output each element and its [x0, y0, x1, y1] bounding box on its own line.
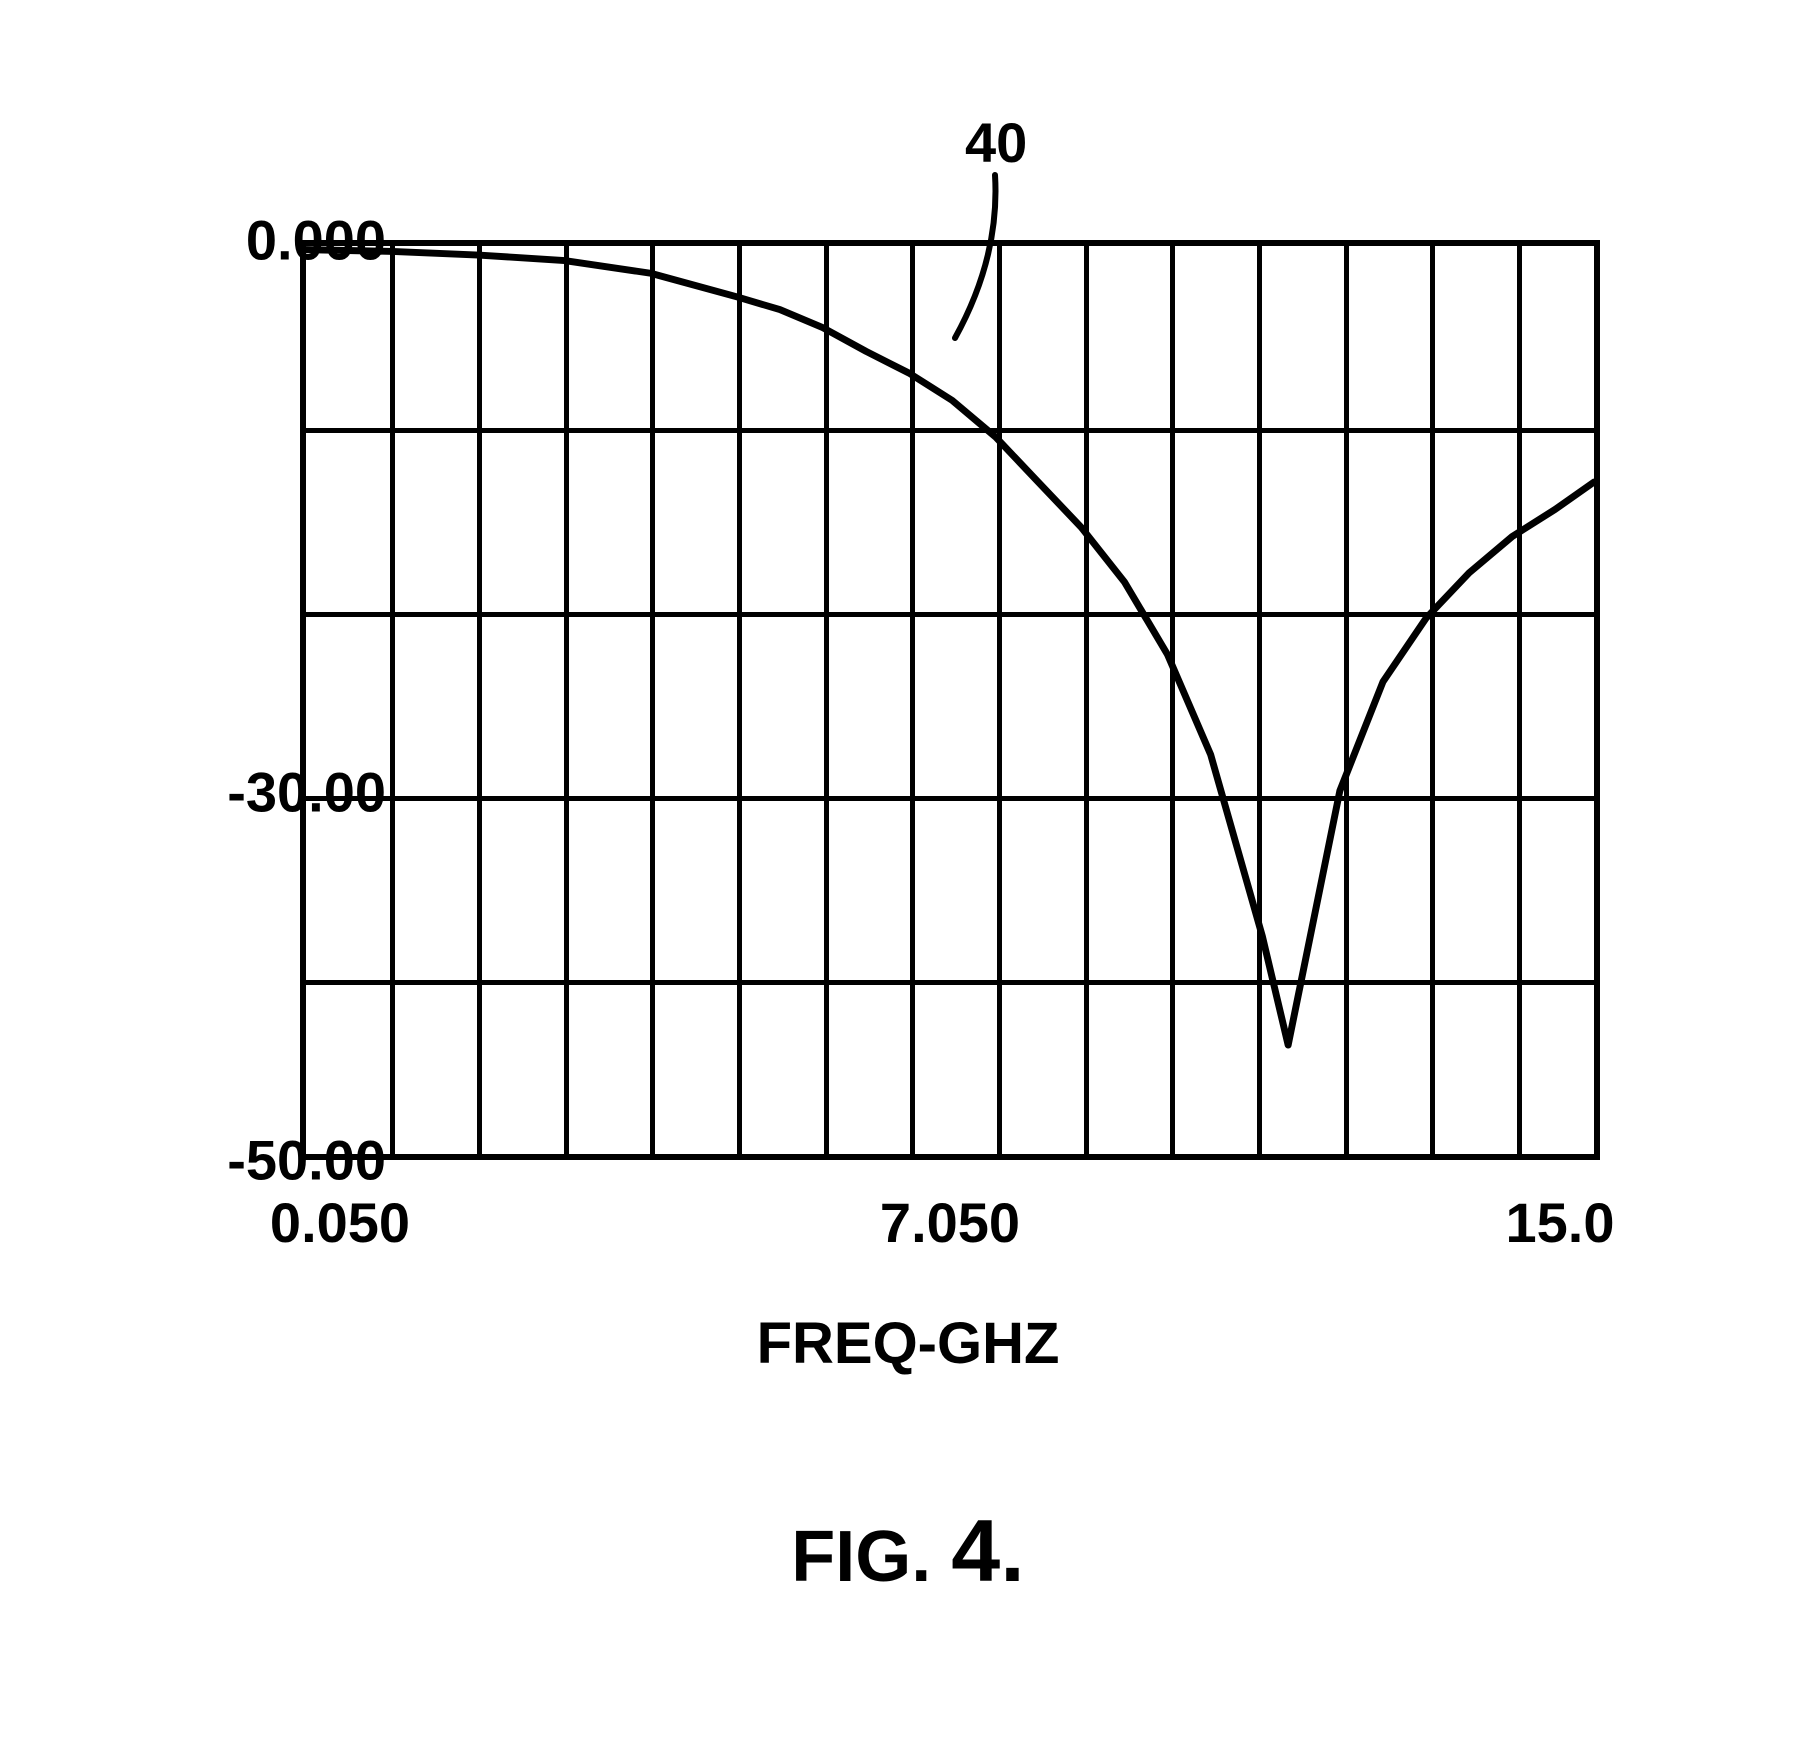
gridline-vertical	[477, 246, 482, 1154]
xtick-label: 7.050	[880, 1190, 1020, 1255]
gridline-vertical	[1344, 246, 1349, 1154]
gridline-vertical	[1084, 246, 1089, 1154]
gridline-vertical	[997, 246, 1002, 1154]
gridline-vertical	[650, 246, 655, 1154]
gridline-vertical	[824, 246, 829, 1154]
gridline-vertical	[737, 246, 742, 1154]
gridline-vertical	[1170, 246, 1175, 1154]
figure-caption: FIG. 4.	[791, 1500, 1024, 1602]
gridline-horizontal	[306, 796, 1594, 801]
chart-container: 40 0.000 -30.00 -50.00 0.050 7.050 15.0 …	[100, 80, 1716, 1480]
gridline-vertical	[564, 246, 569, 1154]
gridline-horizontal	[306, 612, 1594, 617]
ytick-label: 0.000	[246, 208, 386, 273]
plot-area	[300, 240, 1600, 1160]
series-annotation: 40	[965, 110, 1027, 175]
gridline-horizontal	[306, 428, 1594, 433]
ytick-label: -50.00	[227, 1128, 386, 1193]
gridline-vertical	[1430, 246, 1435, 1154]
gridline-vertical	[1517, 246, 1522, 1154]
gridline-vertical	[390, 246, 395, 1154]
gridline-vertical	[910, 246, 915, 1154]
gridline-vertical	[1257, 246, 1262, 1154]
curve-svg	[306, 246, 1594, 1154]
x-axis-label: FREQ-GHZ	[757, 1310, 1060, 1377]
gridline-horizontal	[306, 980, 1594, 985]
ytick-label: -30.00	[227, 760, 386, 825]
xtick-label: 0.050	[270, 1190, 410, 1255]
xtick-label: 15.0	[1506, 1190, 1615, 1255]
